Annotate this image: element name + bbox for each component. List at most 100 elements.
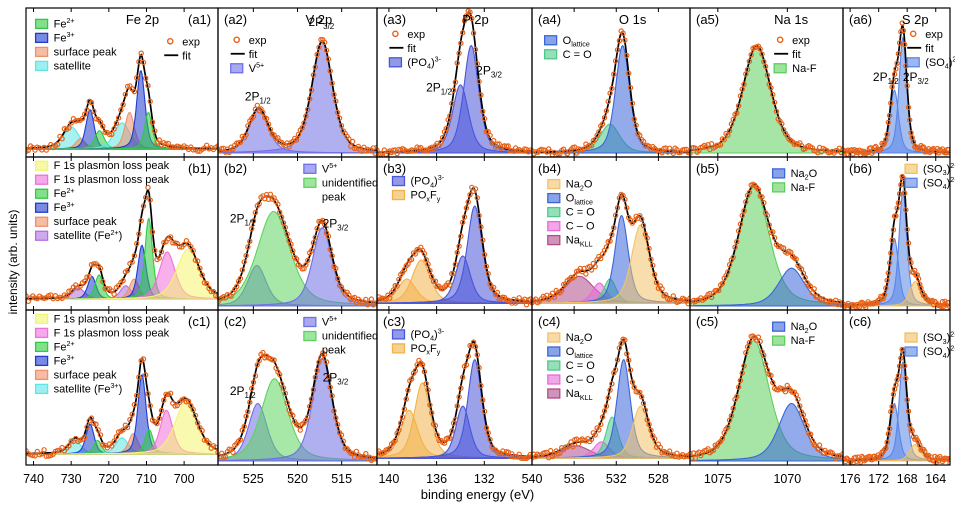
legend-label: exp bbox=[182, 36, 200, 48]
exp-point bbox=[336, 115, 343, 121]
exp-point bbox=[614, 47, 621, 53]
exp-point bbox=[158, 249, 165, 255]
legend-swatch bbox=[34, 32, 49, 44]
exp-point bbox=[321, 39, 328, 46]
panel-id: (b4) bbox=[538, 161, 561, 176]
exp-point bbox=[206, 440, 212, 446]
exp-point bbox=[627, 367, 634, 373]
exp-point bbox=[312, 234, 318, 241]
exp-point bbox=[447, 282, 453, 288]
exp-point bbox=[894, 205, 900, 211]
legend-label: POxFy bbox=[411, 343, 441, 357]
exp-point bbox=[267, 191, 274, 197]
exp-point bbox=[176, 244, 183, 250]
exp-point bbox=[746, 189, 753, 196]
x-tick-label: 140 bbox=[378, 472, 399, 486]
x-tick-label: 176 bbox=[840, 472, 861, 486]
peak-annotation: 2P1/2 bbox=[426, 80, 452, 96]
exp-point bbox=[282, 224, 288, 231]
exp-point bbox=[129, 259, 135, 265]
exp-point bbox=[946, 299, 950, 306]
exp-point bbox=[368, 296, 375, 302]
exp-point bbox=[247, 238, 253, 244]
panel-id: (a6) bbox=[849, 12, 872, 27]
exp-point bbox=[505, 143, 511, 149]
exp-point bbox=[896, 363, 903, 369]
exp-point bbox=[721, 136, 727, 143]
exp-point bbox=[741, 208, 747, 214]
exp-point bbox=[325, 56, 332, 62]
exp-point bbox=[547, 447, 554, 454]
exp-point bbox=[816, 442, 823, 448]
exp-point bbox=[652, 271, 658, 278]
exp-point bbox=[640, 222, 647, 229]
exp-point bbox=[472, 344, 479, 350]
exp-point bbox=[237, 275, 244, 282]
exp-point bbox=[549, 290, 556, 296]
exp-point bbox=[81, 434, 88, 440]
legend-swatch bbox=[771, 168, 786, 179]
exp-point bbox=[248, 225, 255, 232]
legend-label: C = O bbox=[563, 49, 592, 61]
exp-point bbox=[520, 455, 526, 461]
exp-point bbox=[438, 139, 444, 145]
exp-point bbox=[800, 412, 807, 418]
exp-point bbox=[308, 396, 315, 402]
exp-point bbox=[275, 201, 281, 207]
exp-point bbox=[716, 287, 722, 294]
panel-b2: (b2) 2P1/2 2P3/2 V5+ unidentified peak bbox=[217, 156, 378, 311]
legend-swatch bbox=[34, 60, 49, 72]
exp-point bbox=[601, 114, 608, 121]
exp-point bbox=[199, 272, 205, 278]
exp-point bbox=[840, 300, 843, 306]
legend-swatch bbox=[547, 374, 561, 385]
exp-point bbox=[883, 136, 889, 143]
exp-point bbox=[568, 439, 574, 445]
legend-label: Na-F bbox=[791, 335, 816, 347]
exp-point bbox=[293, 256, 300, 262]
exp-point bbox=[390, 287, 397, 293]
exp-point bbox=[894, 60, 900, 67]
exp-point bbox=[463, 362, 470, 368]
legend-label: Olattice bbox=[563, 35, 590, 49]
exp-point bbox=[340, 438, 346, 444]
x-tick-label: 700 bbox=[174, 472, 195, 486]
legend-label: fit bbox=[792, 49, 801, 61]
exp-point bbox=[730, 405, 736, 411]
exp-point bbox=[115, 115, 122, 121]
exp-point bbox=[639, 216, 645, 222]
exp-point bbox=[596, 427, 602, 433]
legend-label: V5+ bbox=[322, 315, 338, 328]
exp-point bbox=[802, 274, 808, 281]
exp-point bbox=[26, 148, 29, 155]
legend-label: fit bbox=[182, 50, 191, 62]
exp-point bbox=[719, 280, 726, 287]
exp-point bbox=[659, 149, 665, 156]
exp-point bbox=[188, 403, 194, 409]
panel-id: (a3) bbox=[383, 12, 406, 27]
exp-point bbox=[609, 231, 615, 238]
exp-point bbox=[54, 447, 61, 454]
exp-point bbox=[254, 102, 260, 109]
exp-point bbox=[896, 191, 903, 197]
exp-point bbox=[465, 353, 471, 359]
legend-swatch bbox=[547, 346, 561, 357]
exp-point bbox=[351, 454, 358, 460]
exp-point bbox=[840, 146, 843, 152]
exp-point bbox=[305, 106, 311, 113]
exp-point bbox=[657, 444, 664, 451]
exp-point bbox=[333, 265, 339, 272]
exp-point bbox=[807, 283, 814, 290]
exp-point bbox=[732, 244, 738, 250]
exp-point bbox=[903, 207, 909, 213]
panel-id: (b3) bbox=[383, 161, 406, 176]
legend-swatch bbox=[771, 335, 786, 346]
exp-point bbox=[710, 447, 717, 453]
exp-point bbox=[131, 88, 138, 95]
exp-point bbox=[910, 139, 917, 145]
exp-point bbox=[120, 101, 126, 108]
exp-point bbox=[284, 400, 290, 406]
